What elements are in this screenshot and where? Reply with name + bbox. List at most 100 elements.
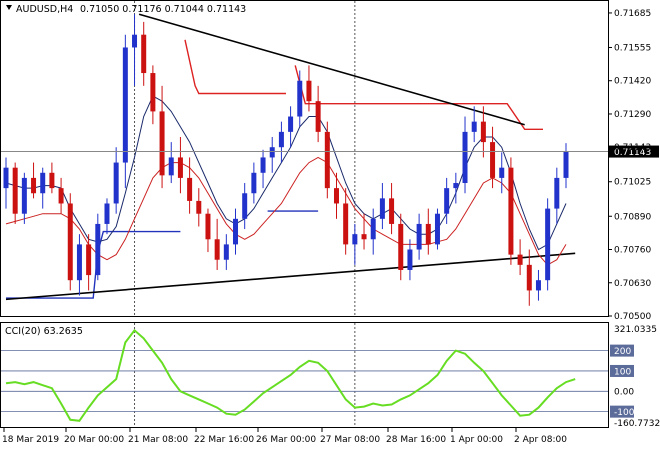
- candle: [306, 65, 312, 112]
- cci-min-label: -160.7732: [614, 419, 660, 429]
- cci-level-box: [610, 344, 634, 357]
- price-tick-label: 0.71420: [614, 77, 651, 87]
- price-tick-label: 0.71685: [614, 9, 651, 19]
- candle: [269, 136, 275, 173]
- candle-body: [490, 142, 496, 178]
- candle: [398, 213, 404, 281]
- candle-body: [508, 167, 514, 255]
- candle: [233, 208, 239, 255]
- candle: [3, 157, 9, 209]
- candle: [141, 21, 147, 86]
- candle: [315, 85, 321, 143]
- candle: [196, 188, 202, 227]
- candle-body: [315, 101, 321, 132]
- price-tick-label: 0.70760: [614, 246, 651, 256]
- candle: [526, 249, 532, 306]
- candle-body: [545, 208, 551, 281]
- candle-body: [297, 80, 303, 117]
- price-tick-label: 0.71290: [614, 110, 651, 120]
- cci-series: [5, 328, 576, 422]
- price-tick-label: 0.70630: [614, 279, 651, 289]
- candle: [343, 188, 349, 255]
- candle-body: [177, 157, 183, 178]
- resistance-level-red: [184, 39, 286, 95]
- current-price-label: 0.71143: [614, 148, 651, 158]
- candle-body: [223, 244, 229, 260]
- candle-body: [333, 188, 339, 204]
- candle: [370, 208, 376, 255]
- price-tick-label: 0.71025: [614, 178, 651, 188]
- candle: [278, 121, 284, 163]
- cci-level-label: 0.00: [614, 387, 634, 397]
- candle-body: [554, 177, 560, 209]
- candle: [535, 269, 541, 301]
- candle: [416, 213, 422, 260]
- candle: [425, 208, 431, 255]
- time-tick-label: 2 Apr 08:00: [514, 435, 567, 445]
- candle: [132, 14, 138, 86]
- candle: [499, 152, 505, 194]
- candle-body: [233, 218, 239, 245]
- price-tick-label: 0.70890: [614, 212, 651, 222]
- candle-body: [67, 203, 73, 281]
- candle: [223, 234, 229, 270]
- candle: [12, 162, 18, 224]
- candle: [480, 106, 486, 158]
- candle: [324, 121, 330, 199]
- candle-body: [269, 147, 275, 158]
- resistance-line: [138, 13, 525, 126]
- candle-body: [416, 223, 422, 250]
- time-axis: 18 Mar 2019 20 Mar 00:00 21 Mar 08:00 22 Ma…: [2, 428, 567, 445]
- candle-body: [526, 264, 532, 291]
- candle: [76, 234, 82, 296]
- time-tick-label: 1 Apr 00:00: [450, 435, 503, 445]
- chart-header: AUDUSD,H4 0.71050 0.71176 0.71044 0.7114…: [6, 4, 246, 15]
- candle: [177, 136, 183, 194]
- candle-body: [49, 172, 55, 189]
- candle: [86, 234, 92, 291]
- candle-body: [3, 167, 9, 189]
- candle-body: [159, 111, 165, 176]
- cci-level-label: 200: [614, 347, 631, 357]
- candle-body: [398, 223, 404, 270]
- candle-body: [288, 116, 294, 132]
- candle-body: [214, 239, 220, 260]
- candle: [95, 213, 101, 281]
- cci-label: CCI(20) 63.2635: [5, 326, 83, 337]
- collapse-arrow-icon[interactable]: [6, 5, 12, 10]
- candle: [260, 149, 266, 189]
- candle-body: [104, 203, 110, 224]
- candle-body: [40, 172, 46, 194]
- candle: [67, 193, 73, 291]
- candle-body: [168, 157, 174, 176]
- cci-max-label: 321.0335: [614, 325, 657, 335]
- price-tick-label: 0.70500: [614, 312, 651, 322]
- candle: [407, 239, 413, 281]
- candle-body: [361, 234, 367, 240]
- price-panel: 0.71143 0.70500 0.70630 0.70760 0.70890 0.71…: [0, 0, 659, 322]
- price-tick-label: 0.71143: [614, 143, 651, 153]
- candle: [159, 85, 165, 189]
- candle-body: [12, 167, 18, 214]
- candle: [205, 208, 211, 253]
- candle-body: [462, 131, 468, 184]
- candle-body: [132, 34, 138, 48]
- current-price-box: [609, 145, 659, 158]
- candle-body: [76, 244, 82, 281]
- candle: [361, 213, 367, 250]
- time-tick-label: 28 Mar 16:00: [386, 435, 446, 445]
- candle-body: [31, 177, 37, 194]
- candle: [389, 183, 395, 235]
- candle-body: [150, 73, 156, 112]
- candle: [288, 106, 294, 148]
- cci-level-label: 100: [614, 367, 631, 377]
- cci-level-box: [610, 405, 634, 418]
- candle-body: [389, 198, 395, 224]
- candle: [113, 147, 119, 214]
- candle-body: [306, 80, 312, 102]
- candle: [462, 116, 468, 194]
- candle: [297, 70, 303, 127]
- candle-body: [379, 198, 385, 219]
